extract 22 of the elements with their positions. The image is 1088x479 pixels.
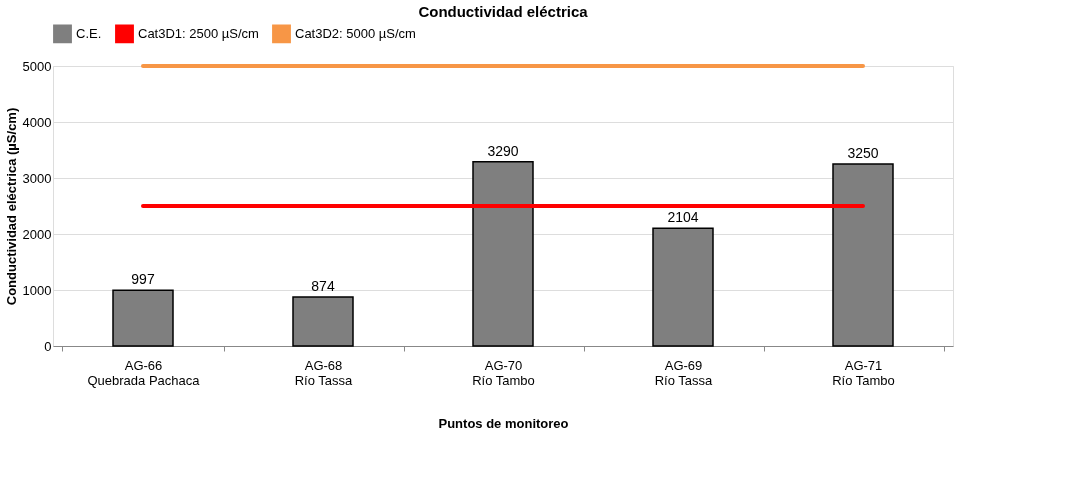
x-tick-label: AG-69 Río Tassa — [654, 357, 714, 388]
x-tick-label: AG-70 Río Tambo — [472, 357, 535, 388]
legend-label: Cat3D2: 5000 µS/cm — [295, 25, 416, 41]
y-tick-label: 2000 — [22, 226, 52, 242]
data-label: 2104 — [667, 209, 699, 226]
data-label: 997 — [131, 271, 155, 288]
x-tick-label: AG-66 Quebrada Pachaca — [87, 357, 201, 388]
legend-label: Cat3D1: 2500 µS/cm — [138, 25, 259, 41]
y-axis-title: Conductividad eléctrica (µS/cm) — [3, 107, 19, 306]
x-tick-label: AG-71 Río Tambo — [832, 357, 895, 388]
y-tick-label: 1000 — [22, 282, 52, 298]
y-tick-label: 0 — [44, 338, 52, 354]
data-label: 3290 — [487, 142, 519, 159]
y-tick-label: 4000 — [22, 114, 52, 130]
y-tick-label: 3000 — [22, 170, 52, 186]
y-tick-label: 5000 — [22, 58, 52, 74]
chart-title: Conductividad eléctrica — [418, 3, 589, 20]
data-label: 3250 — [847, 145, 879, 161]
data-label: 874 — [311, 278, 335, 295]
x-tick-label: AG-68 Río Tassa — [294, 357, 354, 388]
legend-label: C.E. — [76, 25, 102, 41]
x-axis-title: Puntos de monitoreo — [438, 415, 569, 431]
